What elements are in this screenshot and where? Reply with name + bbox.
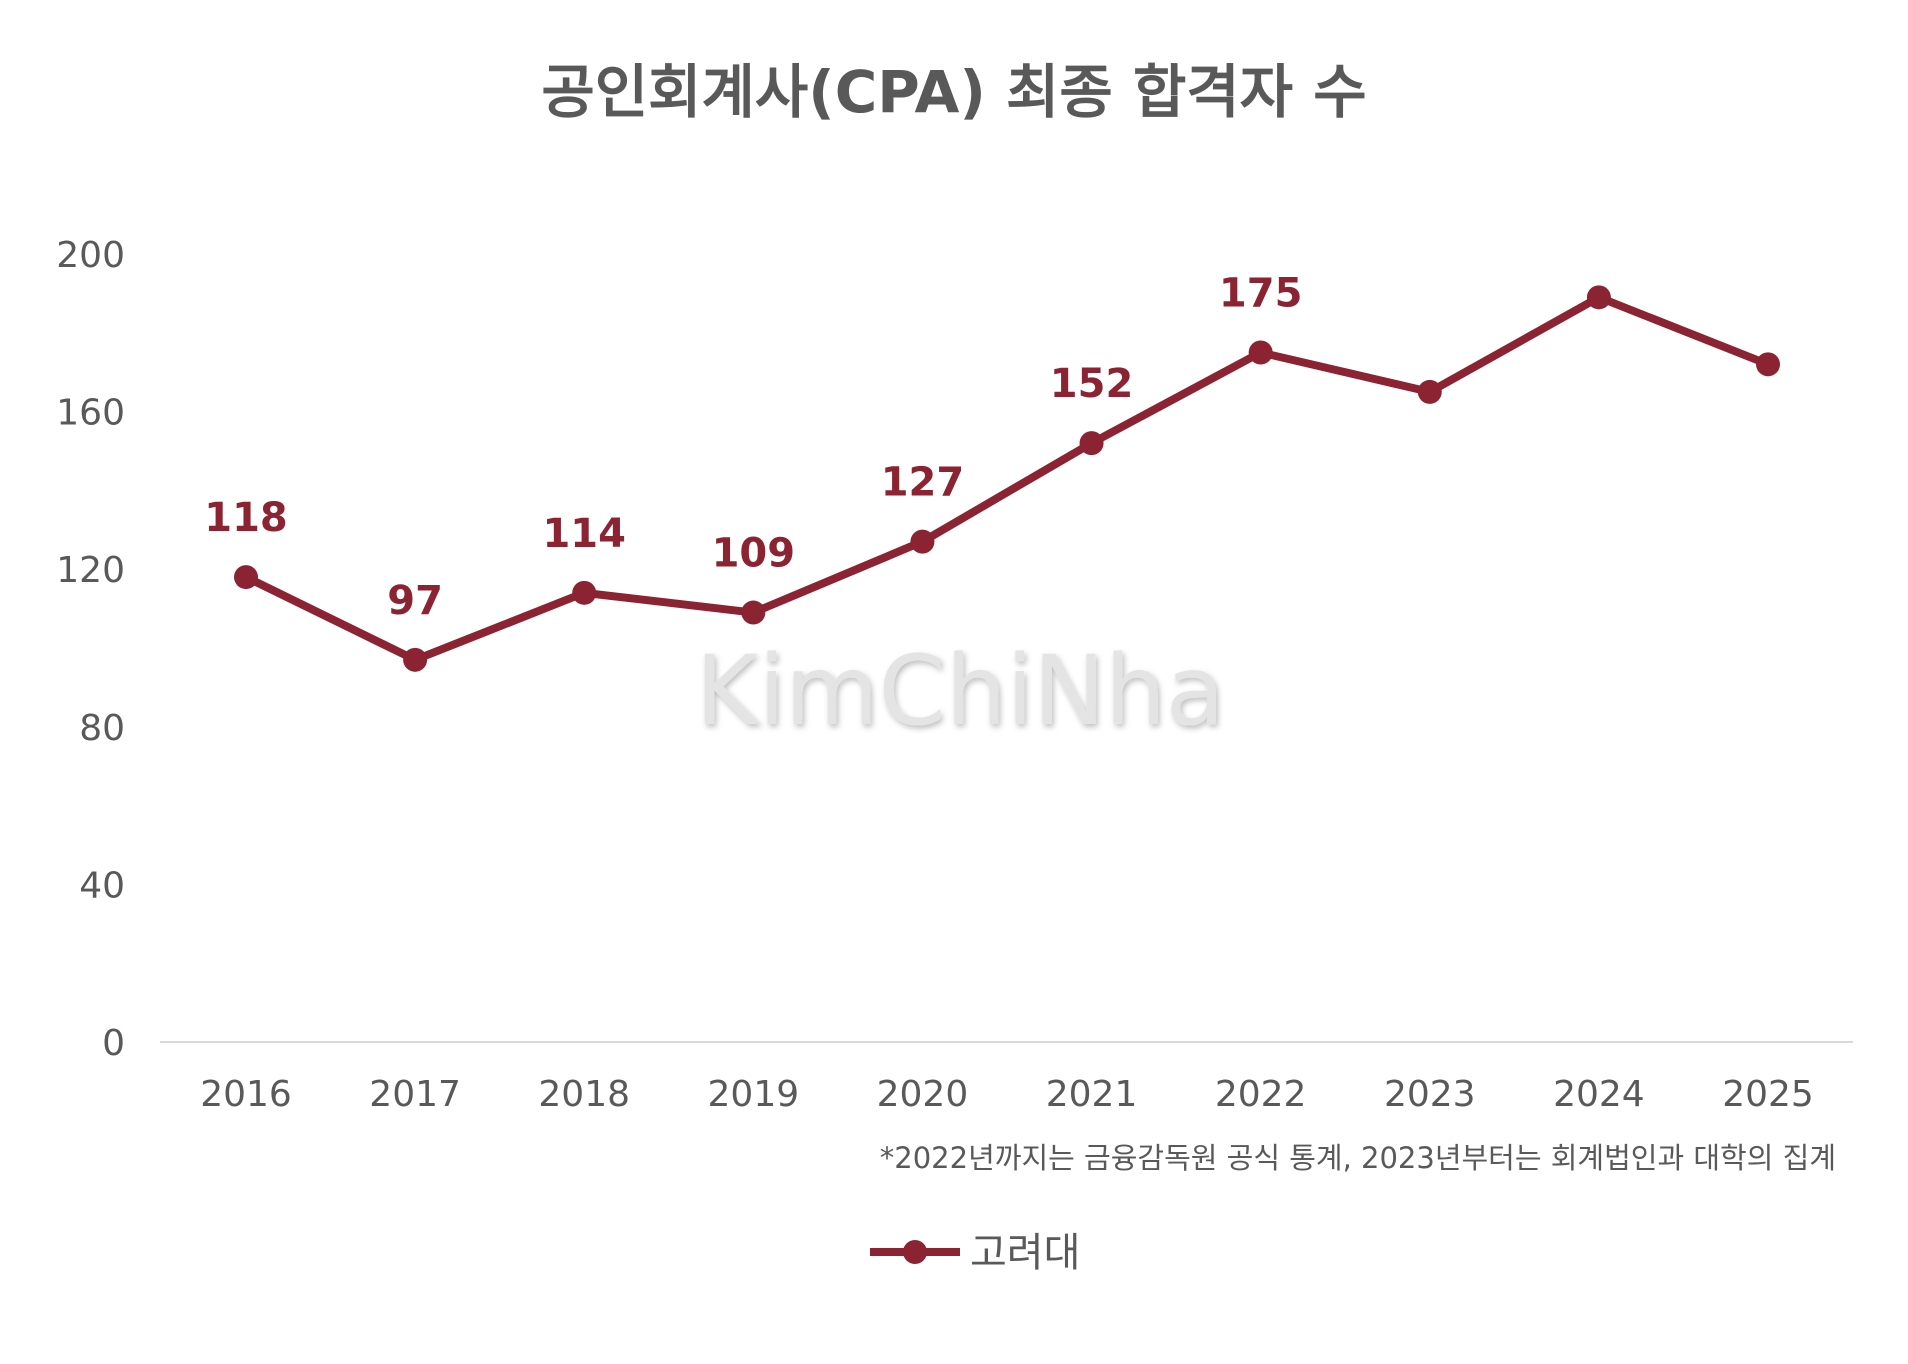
data-label-2019: 109 bbox=[712, 531, 796, 577]
data-point-2016 bbox=[234, 565, 258, 590]
x-tick-label: 2018 bbox=[538, 1074, 630, 1115]
data-label-2022: 175 bbox=[1219, 271, 1303, 317]
data-label-2018: 114 bbox=[542, 511, 626, 557]
y-tick-label: 200 bbox=[56, 235, 125, 276]
y-tick-label: 0 bbox=[102, 1023, 125, 1064]
x-tick-label: 2020 bbox=[877, 1074, 969, 1115]
legend-label: 고려대 bbox=[970, 1230, 1080, 1276]
x-tick-label: 2025 bbox=[1722, 1074, 1814, 1115]
series-line bbox=[244, 293, 1770, 664]
data-point-2021 bbox=[1079, 431, 1104, 456]
y-tick-label: 160 bbox=[56, 393, 125, 434]
x-tick-label: 2016 bbox=[200, 1074, 292, 1115]
data-label-2016: 118 bbox=[204, 495, 288, 541]
legend-marker-icon bbox=[903, 1240, 927, 1264]
y-tick-label: 120 bbox=[56, 550, 125, 591]
data-point-2018 bbox=[572, 580, 597, 605]
data-label-2017: 97 bbox=[387, 578, 443, 624]
y-tick-label: 80 bbox=[79, 708, 125, 749]
data-label-2020: 127 bbox=[881, 460, 965, 506]
data-point-2020 bbox=[910, 529, 935, 554]
x-tick-label: 2022 bbox=[1215, 1074, 1307, 1115]
footnote: *2022년까지는 금융감독원 공식 통계, 2023년부터는 회계법인과 대학… bbox=[880, 1141, 1836, 1175]
data-point-2019 bbox=[741, 600, 766, 625]
y-tick-label: 40 bbox=[79, 865, 125, 906]
data-point-2022 bbox=[1248, 340, 1273, 365]
chart-title: 공인회계사(CPA) 최종 합격자 수 bbox=[541, 58, 1366, 126]
data-label-2021: 152 bbox=[1050, 361, 1134, 407]
watermark: KimChiNha bbox=[695, 635, 1224, 747]
x-tick-label: 2021 bbox=[1046, 1074, 1138, 1115]
x-tick-label: 2017 bbox=[369, 1074, 461, 1115]
data-point-2023 bbox=[1417, 379, 1442, 404]
x-tick-label: 2019 bbox=[708, 1074, 800, 1115]
data-point-2024 bbox=[1586, 285, 1611, 310]
data-point-2025 bbox=[1756, 352, 1780, 377]
x-tick-label: 2024 bbox=[1553, 1074, 1645, 1115]
data-point-2017 bbox=[403, 647, 428, 672]
legend: 고려대 bbox=[870, 1230, 1080, 1276]
x-tick-label: 2023 bbox=[1384, 1074, 1476, 1115]
